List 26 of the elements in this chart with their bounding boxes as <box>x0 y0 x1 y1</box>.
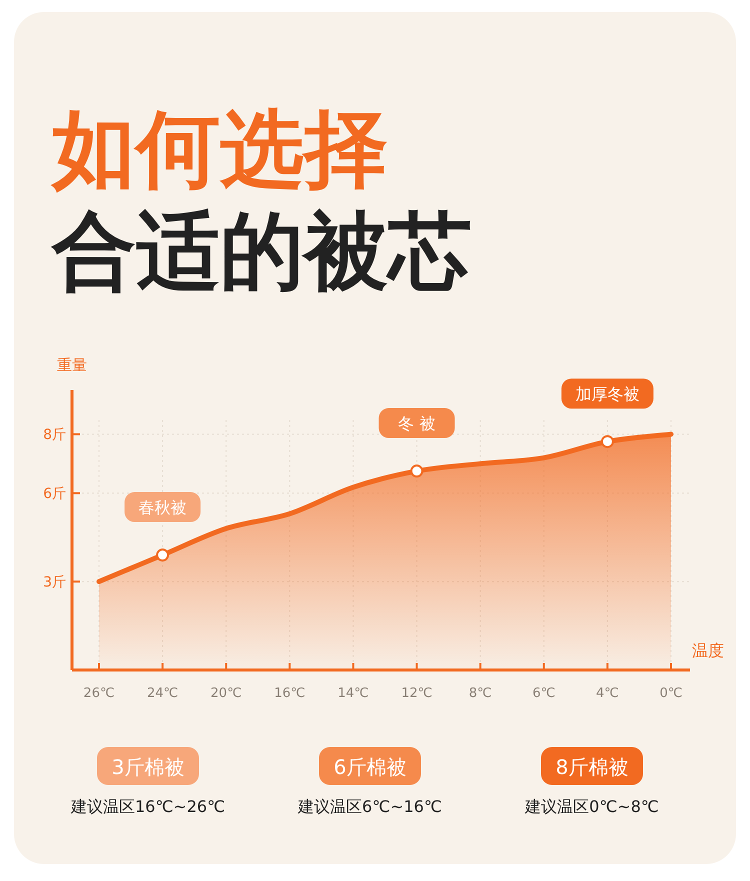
text: 3斤棉被 <box>112 755 184 779</box>
text: 8斤棉被 <box>556 755 628 779</box>
title: 如何选择 <box>52 100 388 198</box>
x-tick-label: 20℃ <box>210 686 242 701</box>
x-tick-label: 0℃ <box>660 686 682 701</box>
x-tick-label: 24℃ <box>146 686 178 701</box>
y-axis-title: 重量 <box>57 356 87 374</box>
x-tick-label: 4℃ <box>596 686 619 701</box>
x-tick-label: 12℃ <box>401 686 432 701</box>
y-tick-label: 6斤 <box>43 486 66 502</box>
text: 建议温区0℃~8℃ <box>524 797 659 816</box>
x-tick-label: 8℃ <box>468 686 492 701</box>
x-tick-label: 14℃ <box>338 686 369 701</box>
text: 6斤棉被 <box>334 755 406 779</box>
annotation: 冬 被 <box>398 414 436 434</box>
y-tick-label: 8斤 <box>43 427 66 444</box>
text: 建议温区16℃~26℃ <box>70 797 226 816</box>
x-tick-label: 26℃ <box>83 686 115 701</box>
annotation: 加厚冬被 <box>575 384 640 404</box>
subtitle: 合适的被芯 <box>52 202 472 300</box>
x-tick-label: 6℃ <box>532 686 556 701</box>
y-tick-label: 3斤 <box>43 574 66 591</box>
x-axis-title: 温度 <box>692 641 724 660</box>
x-tick-label: 16℃ <box>274 686 306 701</box>
text: 建议温区6℃~16℃ <box>297 797 442 816</box>
annotation: 春秋被 <box>138 498 187 518</box>
